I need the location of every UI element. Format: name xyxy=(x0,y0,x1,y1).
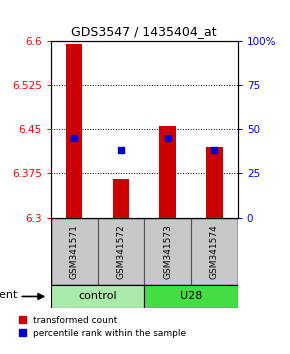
Bar xyxy=(206,147,223,218)
Point xyxy=(212,147,217,153)
Title: GDS3547 / 1435404_at: GDS3547 / 1435404_at xyxy=(71,25,217,38)
Bar xyxy=(113,179,129,218)
Bar xyxy=(51,218,97,285)
Legend: transformed count, percentile rank within the sample: transformed count, percentile rank withi… xyxy=(19,316,186,338)
Point xyxy=(119,147,123,153)
Text: GSM341571: GSM341571 xyxy=(70,224,79,279)
Text: agent: agent xyxy=(0,290,18,300)
Bar xyxy=(97,218,144,285)
Bar xyxy=(66,44,82,218)
Bar xyxy=(191,218,238,285)
Text: control: control xyxy=(78,291,117,302)
Text: GSM341574: GSM341574 xyxy=(210,224,219,279)
Text: GSM341572: GSM341572 xyxy=(116,224,125,279)
Point xyxy=(165,135,170,141)
Bar xyxy=(144,218,191,285)
Text: U28: U28 xyxy=(180,291,202,302)
Point xyxy=(72,135,77,141)
Bar xyxy=(51,285,144,308)
Bar xyxy=(160,126,176,218)
Text: GSM341573: GSM341573 xyxy=(163,224,172,279)
Bar xyxy=(144,285,238,308)
